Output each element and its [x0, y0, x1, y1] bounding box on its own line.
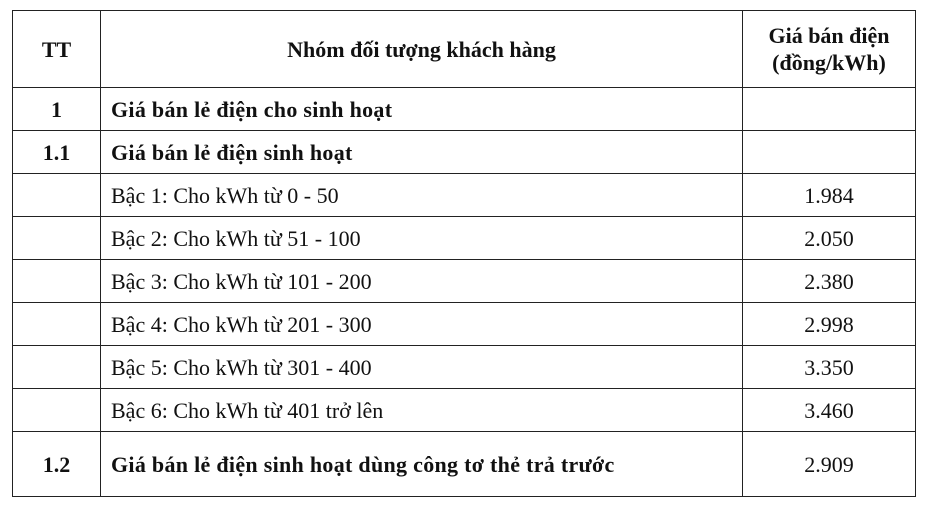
- table-header: TT Nhóm đối tượng khách hàng Giá bán điện …: [12, 10, 916, 88]
- tt-cell: 1.2: [12, 431, 101, 497]
- group-cell: Bậc 4: Cho kWh từ 201 - 300: [100, 302, 743, 346]
- group-cell: Bậc 1: Cho kWh từ 0 - 50: [100, 173, 743, 217]
- table-row: 1 Giá bán lẻ điện cho sinh hoạt: [12, 87, 916, 131]
- group-cell: Giá bán lẻ điện cho sinh hoạt: [100, 87, 743, 131]
- price-cell: 3.350: [742, 345, 916, 389]
- group-cell: Bậc 6: Cho kWh từ 401 trở lên: [100, 388, 743, 432]
- group-cell: Bậc 2: Cho kWh từ 51 - 100: [100, 216, 743, 260]
- tt-cell: [12, 259, 101, 303]
- group-cell: Giá bán lẻ điện sinh hoạt dùng công tơ t…: [100, 431, 743, 497]
- table-row: Bậc 1: Cho kWh từ 0 - 50 1.984: [12, 173, 916, 217]
- group-cell: Bậc 3: Cho kWh từ 101 - 200: [100, 259, 743, 303]
- table-row: Bậc 5: Cho kWh từ 301 - 400 3.350: [12, 345, 916, 389]
- price-cell: [742, 87, 916, 131]
- table-body: 1 Giá bán lẻ điện cho sinh hoạt 1.1 Giá bán…: [12, 87, 916, 497]
- header-row: TT Nhóm đối tượng khách hàng Giá bán điện …: [12, 10, 916, 88]
- tt-cell: [12, 216, 101, 260]
- tt-cell: 1.1: [12, 130, 101, 174]
- price-table: TT Nhóm đối tượng khách hàng Giá bán điện …: [12, 10, 916, 497]
- table-row: Bậc 6: Cho kWh từ 401 trở lên 3.460: [12, 388, 916, 432]
- table-row: Bậc 3: Cho kWh từ 101 - 200 2.380: [12, 259, 916, 303]
- header-cell: TT: [12, 10, 101, 88]
- tt-cell: 1: [12, 87, 101, 131]
- table-row: Bậc 4: Cho kWh từ 201 - 300 2.998: [12, 302, 916, 346]
- price-cell: 2.909: [742, 431, 916, 497]
- tt-cell: [12, 173, 101, 217]
- header-cell: Giá bán điện (đồng/kWh): [742, 10, 916, 88]
- table-row: 1.2 Giá bán lẻ điện sinh hoạt dùng công t…: [12, 431, 916, 497]
- table-row: 1.1 Giá bán lẻ điện sinh hoạt: [12, 130, 916, 174]
- group-cell: Giá bán lẻ điện sinh hoạt: [100, 130, 743, 174]
- price-cell: 2.998: [742, 302, 916, 346]
- tt-cell: [12, 345, 101, 389]
- table-row: Bậc 2: Cho kWh từ 51 - 100 2.050: [12, 216, 916, 260]
- group-cell: Bậc 5: Cho kWh từ 301 - 400: [100, 345, 743, 389]
- price-cell: 2.380: [742, 259, 916, 303]
- header-cell: Nhóm đối tượng khách hàng: [100, 10, 743, 88]
- tt-cell: [12, 302, 101, 346]
- tt-cell: [12, 388, 101, 432]
- price-cell: 2.050: [742, 216, 916, 260]
- price-cell: [742, 130, 916, 174]
- price-cell: 3.460: [742, 388, 916, 432]
- price-cell: 1.984: [742, 173, 916, 217]
